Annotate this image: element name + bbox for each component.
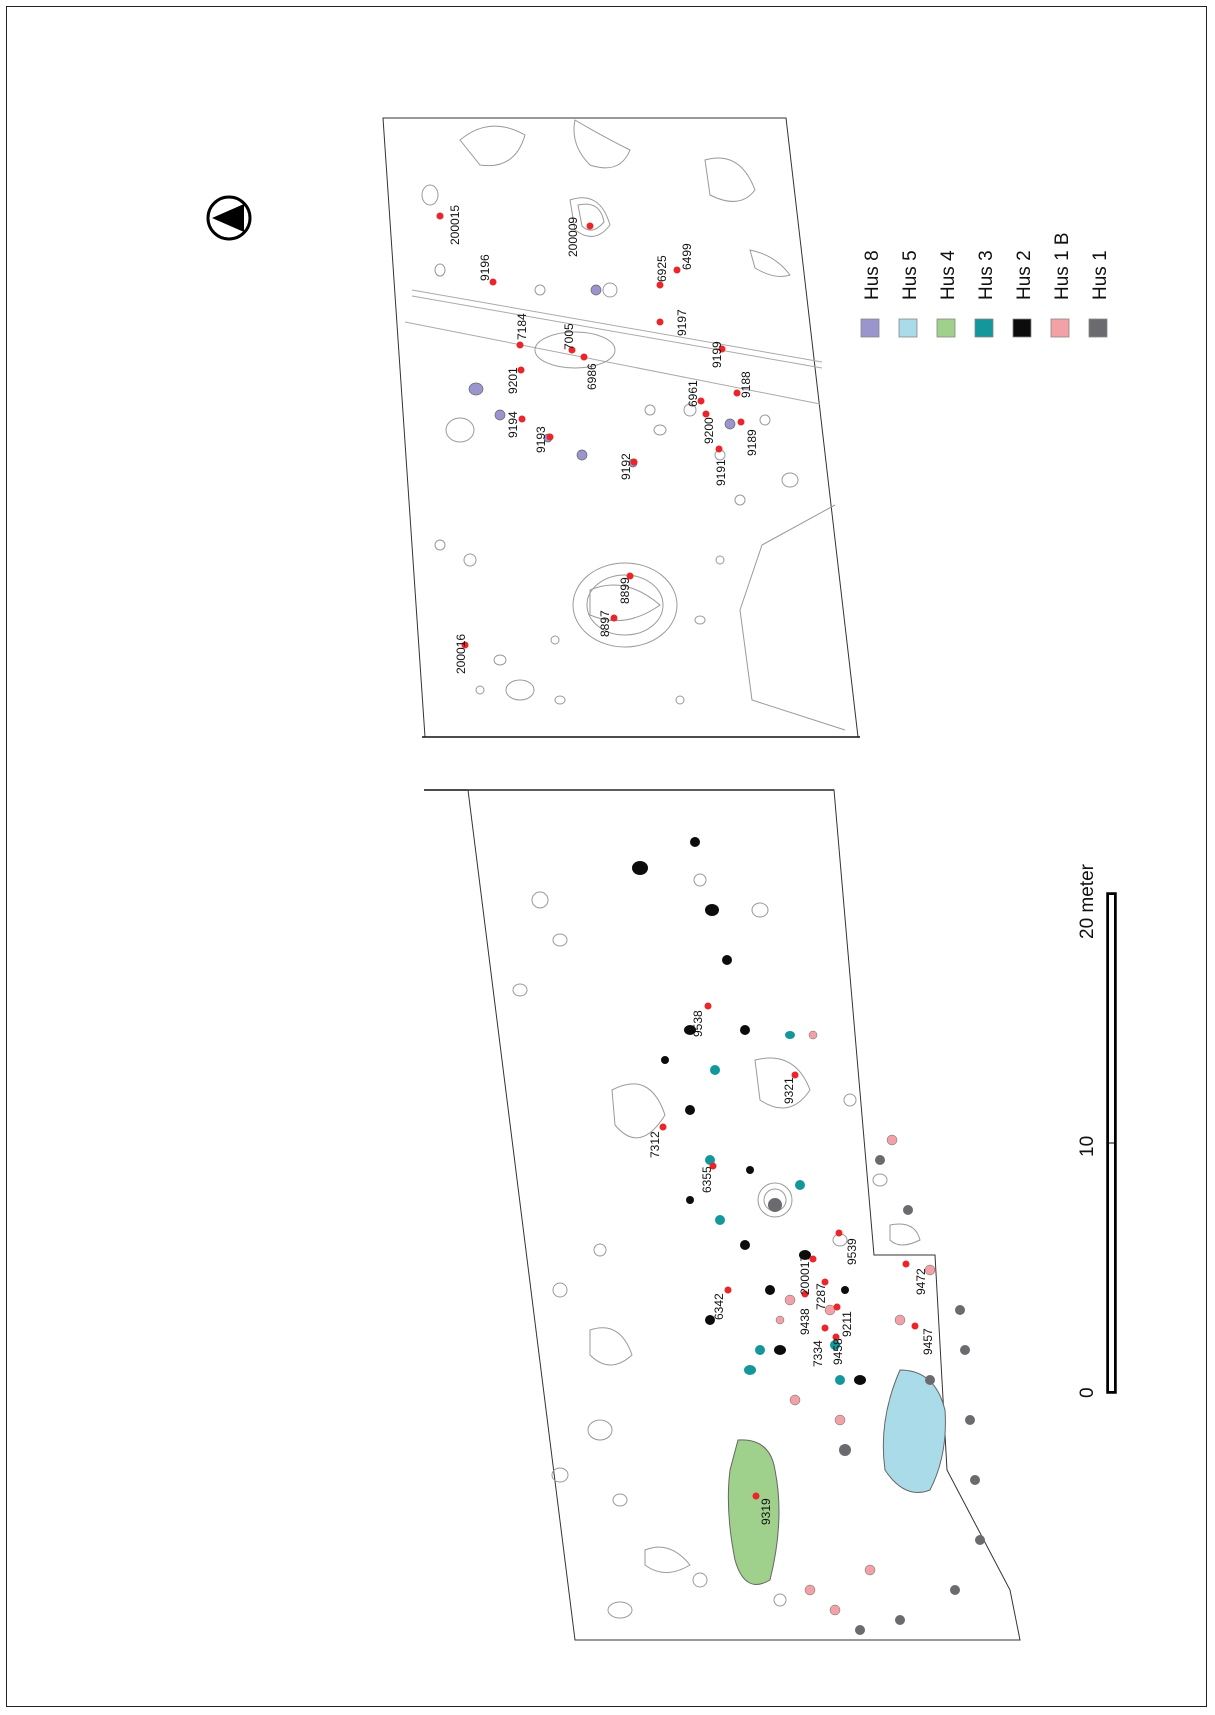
feature-label: 9193	[534, 426, 548, 453]
upper-excavation-area	[382, 117, 859, 738]
scale-label-end: 20 meter	[1077, 863, 1098, 939]
feature-label: 9199	[710, 341, 724, 368]
hus5-feature	[882, 1369, 946, 1493]
feature-label: 9458	[831, 1338, 845, 1365]
feature-label: 9538	[691, 1010, 705, 1037]
feature-label: 6961	[686, 380, 700, 407]
legend-label: Hus 1	[1090, 250, 1111, 300]
feature-label: 6342	[712, 1293, 726, 1320]
feature-label: 6986	[585, 363, 599, 390]
feature-labels: 200015 200009 6499 6925 9196 7184 7005 9…	[448, 205, 935, 1525]
hus4-feature	[727, 1439, 780, 1585]
north-arrow-icon	[206, 195, 252, 241]
feature-label: 9194	[506, 411, 520, 438]
feature-label: 9189	[745, 429, 759, 456]
legend-label: Hus 8	[862, 250, 883, 300]
scale-label-mid: 10	[1077, 1136, 1098, 1157]
feature-label: 9472	[914, 1268, 928, 1295]
feature-label: 200017	[798, 1255, 812, 1295]
feature-label: 9191	[714, 459, 728, 486]
feature-label: 8899	[618, 577, 632, 604]
feature-label: 200015	[448, 205, 462, 245]
legend-label: Hus 4	[938, 250, 959, 300]
legend-swatch	[1012, 318, 1032, 338]
feature-label: 9438	[798, 1308, 812, 1335]
feature-label: 7312	[648, 1131, 662, 1158]
feature-label: 6355	[700, 1166, 714, 1193]
feature-label: 7005	[562, 323, 576, 350]
legend-swatch	[1088, 318, 1108, 338]
map-frame	[6, 6, 1207, 1707]
feature-label: 9201	[506, 367, 520, 394]
legend-swatch	[936, 318, 956, 338]
feature-label: 9321	[782, 1077, 796, 1104]
feature-label: 6499	[680, 243, 694, 270]
feature-label: 9539	[845, 1238, 859, 1265]
legend-swatch	[898, 318, 918, 338]
legend-swatch	[1050, 318, 1070, 338]
legend-label: Hus 2	[1014, 250, 1035, 300]
feature-label: 9200	[702, 417, 716, 444]
lower-excavation-area	[467, 789, 1021, 1641]
feature-label: 200016	[454, 634, 468, 674]
feature-label: 6925	[655, 255, 669, 282]
feature-label: 7287	[814, 1283, 828, 1310]
scale-label-zero: 0	[1077, 1387, 1098, 1398]
feature-label: 200009	[566, 217, 580, 257]
legend-swatch	[860, 318, 880, 338]
feature-label: 9196	[478, 254, 492, 281]
section-break	[422, 736, 860, 791]
scale-bar: 0 10 20 meter	[1077, 863, 1117, 1398]
feature-label: 9197	[675, 309, 689, 336]
feature-label: 9319	[759, 1498, 773, 1525]
feature-label: 7334	[811, 1340, 825, 1367]
feature-label: 9211	[840, 1311, 854, 1337]
legend: Hus 8 Hus 5 Hus 4 Hus 3 Hus 2 Hus 1 B Hu…	[860, 232, 1111, 338]
feature-label: 9188	[739, 371, 753, 398]
legend-swatch	[974, 318, 994, 338]
feature-label: 7184	[515, 313, 529, 340]
legend-label: Hus 3	[976, 250, 997, 300]
feature-label: 9192	[619, 453, 633, 480]
feature-markers	[436, 212, 919, 1500]
feature-label: 9457	[921, 1328, 935, 1355]
legend-label: Hus 5	[900, 250, 921, 300]
feature-label: 8897	[598, 610, 612, 637]
legend-label: Hus 1 B	[1052, 232, 1073, 300]
